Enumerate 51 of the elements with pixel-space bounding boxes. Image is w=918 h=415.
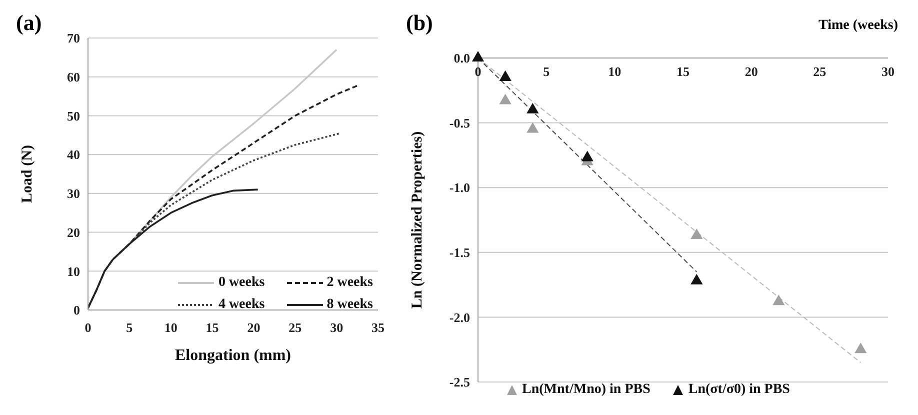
y-tick-label: 40 <box>67 147 80 162</box>
y-tick-label: 60 <box>67 69 80 84</box>
x-tick-label: 5 <box>126 320 134 335</box>
point <box>499 94 512 104</box>
x-tick-label: 30 <box>330 320 344 335</box>
x-tick-label: 20 <box>744 64 758 79</box>
point <box>690 228 703 240</box>
y-tick-label: 70 <box>67 30 80 46</box>
y-tick-label: -1.0 <box>449 180 470 196</box>
x-tick-label: 10 <box>164 320 178 335</box>
x-tick-label: 15 <box>206 320 220 335</box>
y-tick-label: 0 <box>74 302 80 318</box>
y-axis-title: Ln (Normalized Properties) <box>409 131 426 309</box>
point <box>499 70 512 81</box>
x-tick-label: 10 <box>608 64 622 79</box>
x-tick-label: 20 <box>247 320 260 335</box>
legend-label: Ln(Mnt/Mno) in PBS <box>521 382 650 398</box>
legend-label: 8 weeks <box>326 297 373 313</box>
y-tick-label: 10 <box>67 264 80 279</box>
y-tick-label: 30 <box>67 186 80 202</box>
x-tick-label: 0 <box>84 320 92 335</box>
point <box>581 150 594 162</box>
y-tick-label: 0.0 <box>454 50 470 66</box>
x-tick-label: 25 <box>813 64 827 79</box>
y-tick-label: 20 <box>67 224 80 240</box>
text: (a) <box>16 10 42 36</box>
y-axis-title: Load (N) <box>19 145 36 203</box>
point <box>690 274 703 284</box>
x-axis-title: Time (weeks) <box>818 18 898 34</box>
legend-label: 0 weeks <box>217 275 265 291</box>
y-tick-label: -1.5 <box>449 245 470 260</box>
legend-label: Ln(σt/σ0) in PBS <box>687 382 790 398</box>
point <box>526 122 539 133</box>
y-tick-label: -2.5 <box>449 374 470 390</box>
point <box>472 50 484 62</box>
point <box>526 102 539 114</box>
x-tick-label: 5 <box>543 64 550 79</box>
y-tick-label: -0.5 <box>449 115 470 130</box>
legend-label: 2 weeks <box>326 275 373 291</box>
y-tick-label: 50 <box>67 108 80 124</box>
x-axis-title: Elongation (mm) <box>175 347 291 364</box>
point <box>854 342 867 354</box>
text: (b) <box>406 10 433 36</box>
x-tick-label: 30 <box>882 64 894 79</box>
y-tick-label: -2.0 <box>449 310 470 325</box>
x-tick-label: 25 <box>288 320 302 335</box>
x-tick-label: 35 <box>372 320 385 335</box>
point <box>772 294 785 306</box>
x-tick-label: 15 <box>676 64 690 79</box>
legend-label: 4 weeks <box>217 297 265 313</box>
x-tick-label: 0 <box>474 64 482 79</box>
